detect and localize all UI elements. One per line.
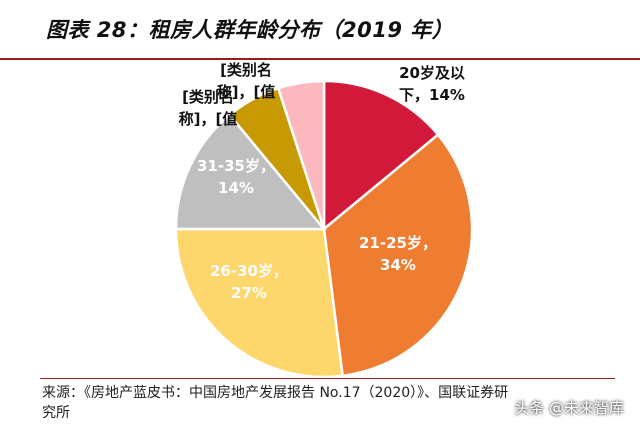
pie-slice-2 — [322, 132, 474, 378]
slice-label-1: 20岁及以下，14% — [399, 64, 465, 104]
pie-slice-4 — [174, 113, 327, 231]
slice-label-line: 31-35岁， — [197, 157, 275, 175]
title-bar: 图表 28：租房人群年龄分布（2019 年） — [0, 0, 640, 60]
slice-label-line: 20岁及以 — [399, 64, 465, 82]
slice-label-6: [类别名称]，[值 — [179, 88, 238, 128]
slice-label-line: 称]，[值 — [217, 83, 276, 101]
pie-labels: 20岁及以下，14% 21-25岁， 34% 26-30岁， 27% 31-35岁， 14%… — [179, 61, 465, 302]
slice-label-line: [类别名 — [220, 61, 272, 79]
slice-label-4: 31-35岁， 14% — [197, 157, 275, 197]
pie-slice-6 — [276, 79, 326, 230]
slice-label-3: 26-30岁， 27% — [210, 262, 288, 302]
source-divider — [40, 378, 615, 379]
pie-slice-3 — [174, 227, 344, 379]
source-note: 来源：《房地产蓝皮书：中国房地产发展报告 No.17（2020）》、国联证券研究… — [42, 385, 509, 421]
pie-slices — [174, 79, 474, 379]
slice-label-line: 14% — [218, 179, 254, 197]
slice-label-line: 26-30岁， — [210, 262, 288, 280]
slice-label-line: 称]，[值 — [179, 110, 238, 128]
slice-label-line: 27% — [231, 284, 267, 302]
slice-label-line: 21-25岁， — [359, 234, 437, 252]
watermark: 头条 @未来智库 — [514, 399, 624, 417]
slice-label-line: 34% — [380, 256, 416, 274]
chart-title: 图表 28：租房人群年龄分布（2019 年） — [46, 18, 454, 42]
slice-label-line: [类别名 — [182, 88, 234, 106]
slice-label-2: 21-25岁， 34% — [359, 234, 437, 274]
slice-label-5: [类别名称]，[值 — [217, 61, 276, 101]
slice-label-line: 下，14% — [399, 86, 465, 104]
pie-slice-1 — [322, 79, 440, 232]
